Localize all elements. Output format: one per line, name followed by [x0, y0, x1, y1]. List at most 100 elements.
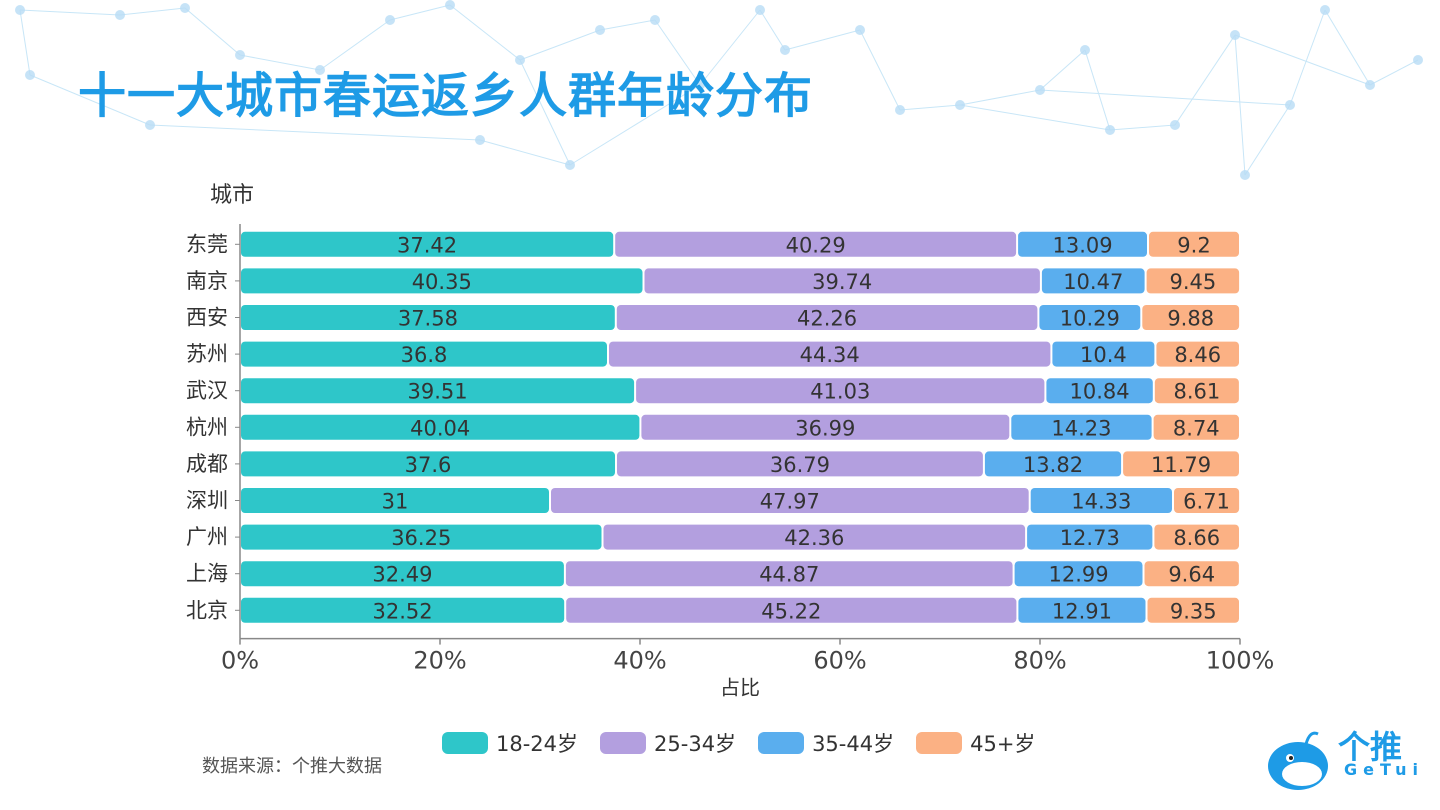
bar-data-label: 9.64 — [1168, 563, 1215, 587]
bar-segment — [1041, 268, 1145, 294]
legend-label: 18-24岁 — [496, 732, 579, 756]
bg-network-line — [119, 7, 186, 16]
chart-legend: 18-24岁 25-34岁 35-44岁 45+岁 — [442, 728, 1035, 758]
bg-network-line — [449, 4, 521, 61]
bar-data-label: 8.61 — [1173, 380, 1220, 404]
bg-network-node — [445, 0, 455, 10]
bar-segment — [1018, 231, 1147, 257]
bar-data-label: 9.88 — [1167, 307, 1214, 331]
bar-data-label: 40.35 — [412, 270, 472, 294]
bar-segment — [241, 231, 614, 257]
bar-data-label: 6.71 — [1183, 490, 1230, 514]
bg-network-node — [1170, 120, 1180, 130]
page-title: 十一大城市春运返乡人群年龄分布 — [78, 68, 814, 124]
bar-data-label: 8.46 — [1174, 343, 1221, 367]
data-source-note: 数据来源：个推大数据 — [202, 756, 382, 777]
y-tick-label: 南京 — [186, 269, 228, 293]
bg-network-line — [859, 29, 901, 111]
bg-network-node — [855, 25, 865, 35]
y-axis-title: 城市 — [210, 183, 254, 208]
bar-data-label: 12.91 — [1052, 599, 1112, 623]
bar-data-label: 32.52 — [373, 599, 433, 623]
legend-label: 35-44岁 — [812, 732, 895, 756]
bg-network-node — [650, 15, 660, 25]
bar-data-label: 47.97 — [760, 490, 820, 514]
bg-network-node — [180, 3, 190, 13]
logo-text-cn: 个推 — [1338, 728, 1403, 766]
bar-segment — [1027, 524, 1153, 550]
bg-network-node — [1285, 100, 1295, 110]
y-tick-label: 杭州 — [186, 415, 228, 439]
bar-segment — [1156, 341, 1239, 367]
bg-network-line — [1244, 104, 1291, 176]
x-tick-label: 60% — [813, 647, 866, 675]
x-axis-title: 占比 — [720, 676, 760, 700]
bar-segment — [1154, 378, 1239, 404]
bar-data-label: 14.23 — [1051, 416, 1111, 440]
bg-network-node — [1230, 30, 1240, 40]
legend-label: 25-34岁 — [654, 732, 737, 756]
bg-network-line — [149, 124, 481, 141]
bg-network-line — [479, 139, 571, 166]
bg-network-line — [1174, 34, 1236, 126]
bar-segment — [603, 524, 1026, 550]
bar-segment — [1142, 305, 1240, 330]
bg-network-line — [389, 4, 451, 21]
bar-segment — [241, 488, 549, 513]
bar-segment — [241, 597, 565, 623]
bg-network-line — [759, 9, 786, 51]
bg-network-line — [1084, 49, 1111, 131]
bar-segment — [241, 451, 615, 477]
bg-network-node — [25, 70, 35, 80]
bg-network-node — [115, 10, 125, 20]
bg-network-line — [1234, 34, 1246, 176]
bg-network-line — [519, 29, 601, 61]
bg-network-line — [239, 54, 321, 71]
bar-data-label: 36.8 — [401, 343, 448, 367]
bar-segment — [566, 597, 1017, 623]
bar-data-label: 13.82 — [1023, 453, 1083, 477]
y-tick-label: 东莞 — [186, 232, 228, 256]
bar-segment — [1174, 488, 1240, 513]
bar-segment — [984, 451, 1122, 477]
bg-network-line — [899, 104, 961, 111]
bar-data-label: 8.74 — [1173, 416, 1220, 440]
bar-data-label: 10.84 — [1070, 380, 1130, 404]
bg-network-node — [1320, 5, 1330, 15]
bar-segment — [609, 341, 1051, 367]
y-tick-label: 深圳 — [186, 489, 228, 513]
legend-item: 25-34岁 — [600, 728, 736, 758]
legend-swatch — [758, 732, 805, 754]
bar-segment — [615, 231, 1017, 257]
bar-segment — [1052, 341, 1155, 367]
bg-network-line — [184, 7, 241, 56]
bar-data-label: 44.87 — [759, 563, 819, 587]
bar-segment — [1146, 268, 1240, 294]
bg-network-node — [235, 50, 245, 60]
x-tick-label: 40% — [613, 647, 666, 675]
bg-network-line — [654, 19, 701, 86]
bar-data-label: 37.58 — [398, 307, 458, 331]
bg-network-node — [895, 105, 905, 115]
bar-segment — [565, 561, 1013, 587]
bar-segment — [641, 414, 1010, 440]
bar-data-label: 44.34 — [800, 343, 860, 367]
bg-network-node — [515, 55, 525, 65]
bg-network-node — [15, 5, 25, 15]
bar-data-label: 12.73 — [1060, 526, 1120, 550]
bar-data-label: 9.35 — [1170, 599, 1217, 623]
bar-segment — [1154, 524, 1239, 550]
bg-network-line — [1289, 9, 1326, 106]
y-tick-label: 武汉 — [186, 379, 228, 403]
bar-data-label: 37.6 — [405, 453, 452, 477]
bg-network-line — [599, 19, 656, 31]
bar-data-label: 36.99 — [795, 416, 855, 440]
x-tick-label: 20% — [413, 647, 466, 675]
bar-data-label: 42.36 — [784, 526, 844, 550]
bar-segment — [644, 268, 1040, 294]
bar-data-label: 10.47 — [1063, 270, 1123, 294]
bar-data-label: 39.74 — [812, 270, 872, 294]
bar-segment — [241, 524, 602, 550]
bg-network-line — [1109, 124, 1176, 131]
bg-network-line — [1039, 89, 1291, 106]
